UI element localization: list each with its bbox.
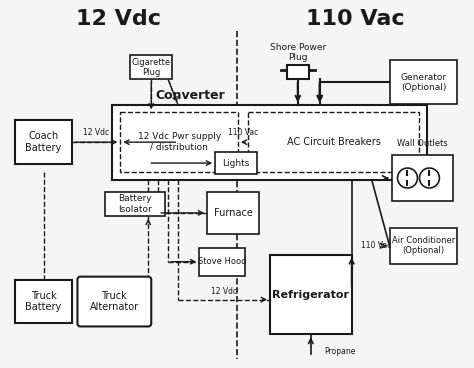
Text: Truck
Alternator: Truck Alternator — [90, 291, 139, 312]
Bar — [392, 155, 453, 201]
Bar — [15, 120, 73, 164]
Text: 12 Vdc Pwr supply
/ distribution: 12 Vdc Pwr supply / distribution — [137, 132, 221, 152]
Text: Generator
(Optional): Generator (Optional) — [401, 73, 447, 92]
Text: AC Circuit Breakers: AC Circuit Breakers — [287, 137, 381, 147]
Bar — [207, 192, 259, 234]
Text: 110 Vac: 110 Vac — [361, 241, 391, 250]
Text: 110 Vac: 110 Vac — [306, 8, 405, 29]
Text: Battery
Isolator: Battery Isolator — [118, 194, 152, 214]
Text: Propane: Propane — [325, 347, 356, 356]
Text: 110 Vac: 110 Vac — [228, 128, 258, 137]
Bar — [287, 66, 309, 79]
Text: 12 Vdc: 12 Vdc — [211, 287, 237, 296]
Bar — [215, 152, 257, 174]
Text: 12 Vdc: 12 Vdc — [83, 128, 109, 137]
Text: Refrigerator: Refrigerator — [272, 290, 349, 300]
Text: 12 Vdc: 12 Vdc — [76, 8, 161, 29]
Bar — [130, 56, 172, 79]
Text: Cigarette
Plug: Cigarette Plug — [132, 58, 171, 77]
Bar — [199, 248, 245, 276]
Bar — [112, 105, 428, 180]
Text: Air Conditioner
(Optional): Air Conditioner (Optional) — [392, 236, 455, 255]
Bar — [390, 228, 457, 264]
Bar — [390, 60, 457, 104]
Text: Shore Power
Plug: Shore Power Plug — [270, 43, 326, 62]
Text: Truck
Battery: Truck Battery — [26, 291, 62, 312]
Bar — [270, 255, 352, 335]
Text: Lights: Lights — [222, 159, 250, 167]
Text: Stove Hood: Stove Hood — [198, 257, 246, 266]
Text: Furnace: Furnace — [214, 208, 253, 218]
Bar — [15, 280, 73, 323]
Bar — [248, 112, 419, 172]
FancyBboxPatch shape — [77, 277, 151, 326]
Bar — [120, 112, 238, 172]
Text: Converter: Converter — [155, 89, 225, 102]
Text: Coach
Battery: Coach Battery — [26, 131, 62, 153]
Text: Wall Outlets: Wall Outlets — [397, 139, 448, 148]
Bar — [105, 192, 165, 216]
